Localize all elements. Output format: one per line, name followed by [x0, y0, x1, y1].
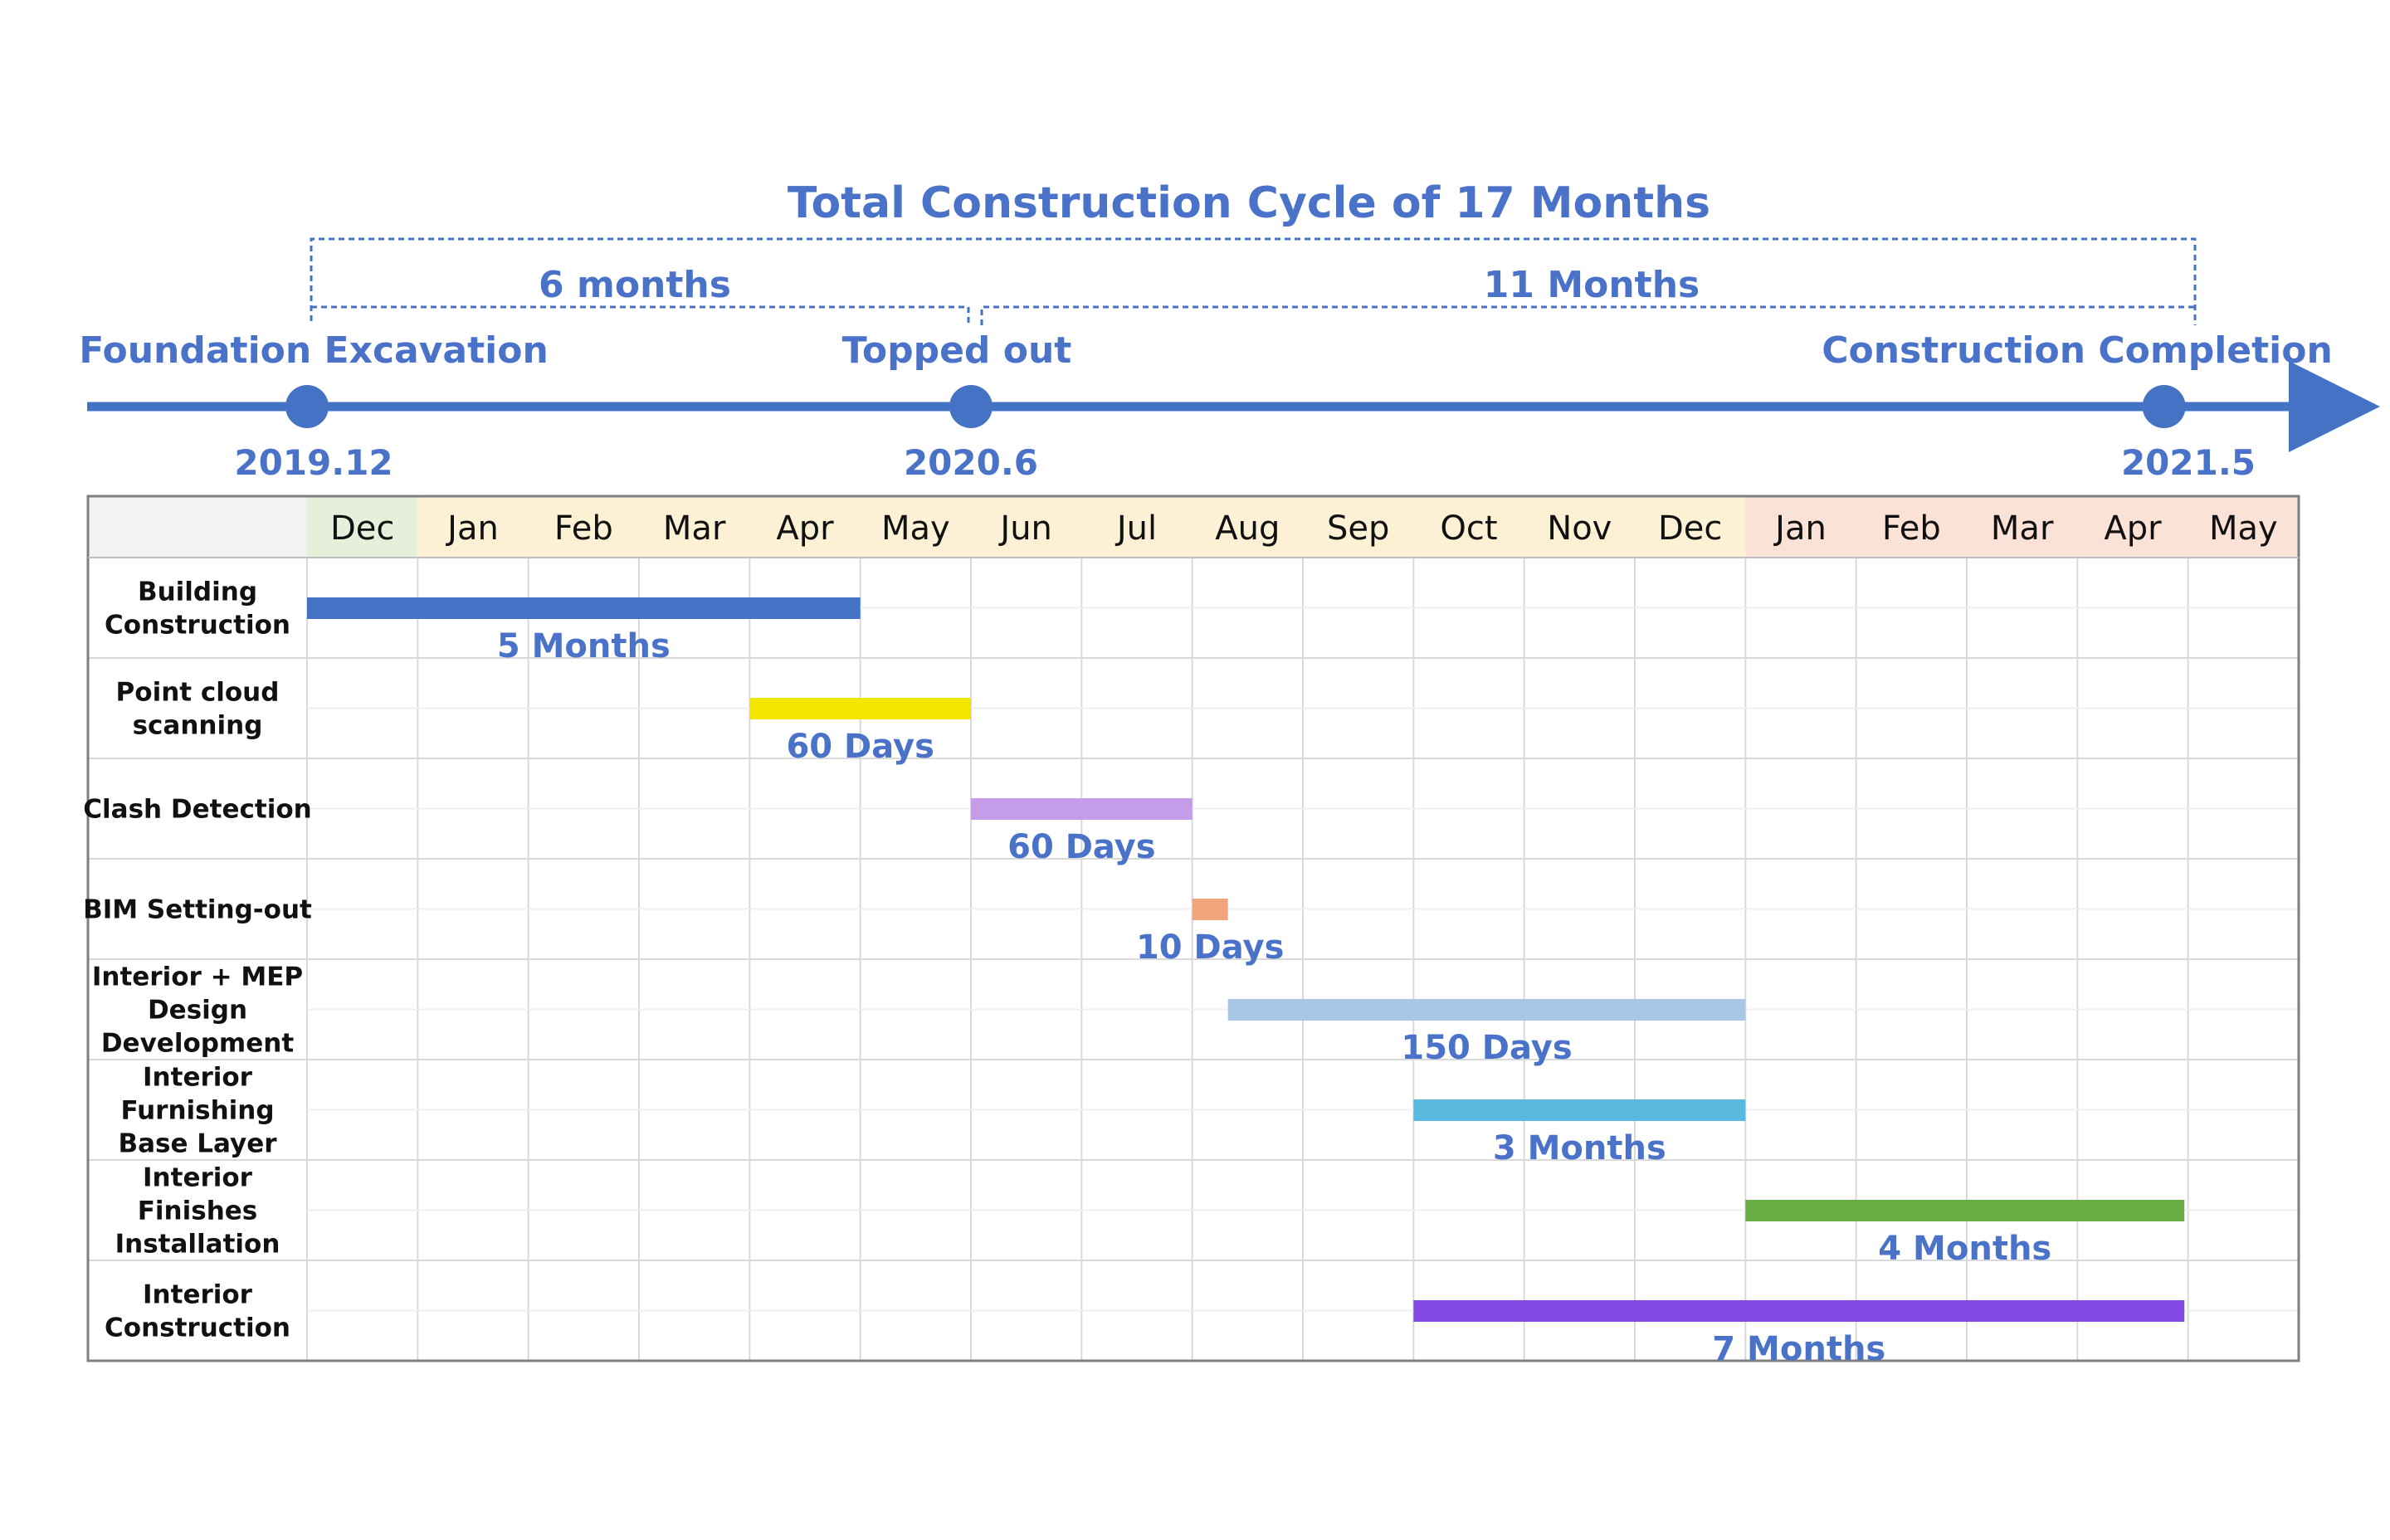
total-bracket — [310, 237, 2197, 325]
table-border — [86, 495, 2300, 1362]
span-bracket — [980, 305, 2195, 325]
month-tick-label: Mar — [663, 509, 726, 548]
month-header-cell — [1413, 496, 1524, 558]
month-tick-label: Oct — [1440, 509, 1497, 548]
task-bar — [1227, 999, 1746, 1021]
milestones: Foundation Excavation 2019.12 Topped out 20… — [79, 329, 2333, 483]
month-header-cell — [1081, 496, 1193, 558]
month-header-cell — [307, 496, 418, 558]
month-tick-label: Jun — [997, 509, 1052, 548]
task-duration-label: 4 Months — [1878, 1230, 2051, 1268]
month-header-cell — [1524, 496, 1635, 558]
month-tick-label: Feb — [1882, 509, 1941, 548]
task-label: Interior Finishes Installation — [115, 1163, 280, 1260]
month-header-cell — [417, 496, 529, 558]
task-bar — [1192, 899, 1228, 920]
milestone-dot — [2142, 385, 2186, 428]
milestone-dot — [949, 385, 993, 428]
month-header-cell — [1635, 496, 1746, 558]
span-label: 6 months — [539, 264, 731, 306]
milestone-label: Topped out — [842, 329, 1072, 372]
month-tick-label: Sep — [1327, 509, 1389, 548]
month-tick-label: Nov — [1547, 509, 1612, 548]
header-corner-cell — [88, 496, 307, 558]
task-bar — [307, 597, 861, 619]
month-header-cell — [2077, 496, 2188, 558]
month-header-cell — [528, 496, 639, 558]
milestone-label: Construction Completion — [1822, 329, 2333, 372]
month-tick-label: Dec — [1658, 509, 1722, 548]
task-bars: Building Construction 5 Months Point cloud s… — [83, 578, 2185, 1368]
task-duration-label: 150 Days — [1401, 1029, 1572, 1067]
task-bar — [1745, 1200, 2185, 1221]
month-tick-label: Mar — [1991, 509, 2054, 548]
duration-brackets: 6 months 11 Months — [310, 237, 2197, 325]
task-duration-label: 10 Days — [1136, 928, 1284, 967]
gantt-grid: Dec Jan Feb Mar Apr May Jun Jul Aug Sep Oct Nov Dec J… — [86, 495, 2300, 1362]
month-header-cell — [860, 496, 971, 558]
month-header-cell — [639, 496, 750, 558]
task-bar — [1413, 1099, 1746, 1121]
task-label: Interior Construction — [105, 1280, 290, 1343]
month-header-cell — [1745, 496, 1856, 558]
month-header-cell — [1192, 496, 1303, 558]
month-tick-label: May — [2209, 509, 2278, 548]
task-bar — [749, 698, 971, 719]
milestone-label: Foundation Excavation — [79, 329, 549, 372]
month-header-cell — [1303, 496, 1414, 558]
month-tick-label: Jan — [445, 509, 499, 548]
task-duration-label: 60 Days — [786, 728, 934, 766]
month-tick-label: Dec — [330, 509, 394, 548]
span-bracket — [311, 305, 970, 325]
task-duration-label: 7 Months — [1712, 1330, 1885, 1368]
task-bar — [971, 798, 1193, 820]
month-tick-label: Feb — [554, 509, 613, 548]
task-label: Clash Detection — [83, 795, 311, 825]
task-label: BIM Setting-out — [83, 895, 312, 925]
chart-title: Total Construction Cycle of 17 Months — [788, 178, 1710, 228]
month-header-cell — [749, 496, 861, 558]
milestone-dot — [285, 385, 329, 428]
task-label: Point cloud scanning — [116, 678, 280, 741]
milestone-date: 2019.12 — [234, 442, 393, 483]
month-tick-label: Aug — [1215, 509, 1280, 548]
month-tick-label: Apr — [2104, 509, 2162, 548]
month-tick-label: Jan — [1773, 509, 1827, 548]
task-duration-label: 60 Days — [1007, 828, 1155, 866]
month-header-cell — [2188, 496, 2299, 558]
span-label: 11 Months — [1484, 264, 1700, 306]
milestone-date: 2021.5 — [2121, 442, 2256, 483]
month-tick-label: May — [881, 509, 950, 548]
task-label: Building Construction — [105, 578, 290, 641]
month-header-cell — [971, 496, 1082, 558]
month-tick-label: Jul — [1115, 509, 1157, 548]
milestone-date: 2020.6 — [904, 442, 1038, 483]
month-header-cell — [1967, 496, 2078, 558]
task-bar — [1413, 1300, 2185, 1322]
task-label: Interior Furnishing Base Layer — [118, 1063, 277, 1159]
task-duration-label: 5 Months — [497, 627, 671, 665]
month-tick-label: Apr — [776, 509, 834, 548]
month-header-cell — [1856, 496, 1967, 558]
task-label: Interior + MEP Design Development — [92, 962, 303, 1059]
task-duration-label: 3 Months — [1493, 1129, 1666, 1167]
